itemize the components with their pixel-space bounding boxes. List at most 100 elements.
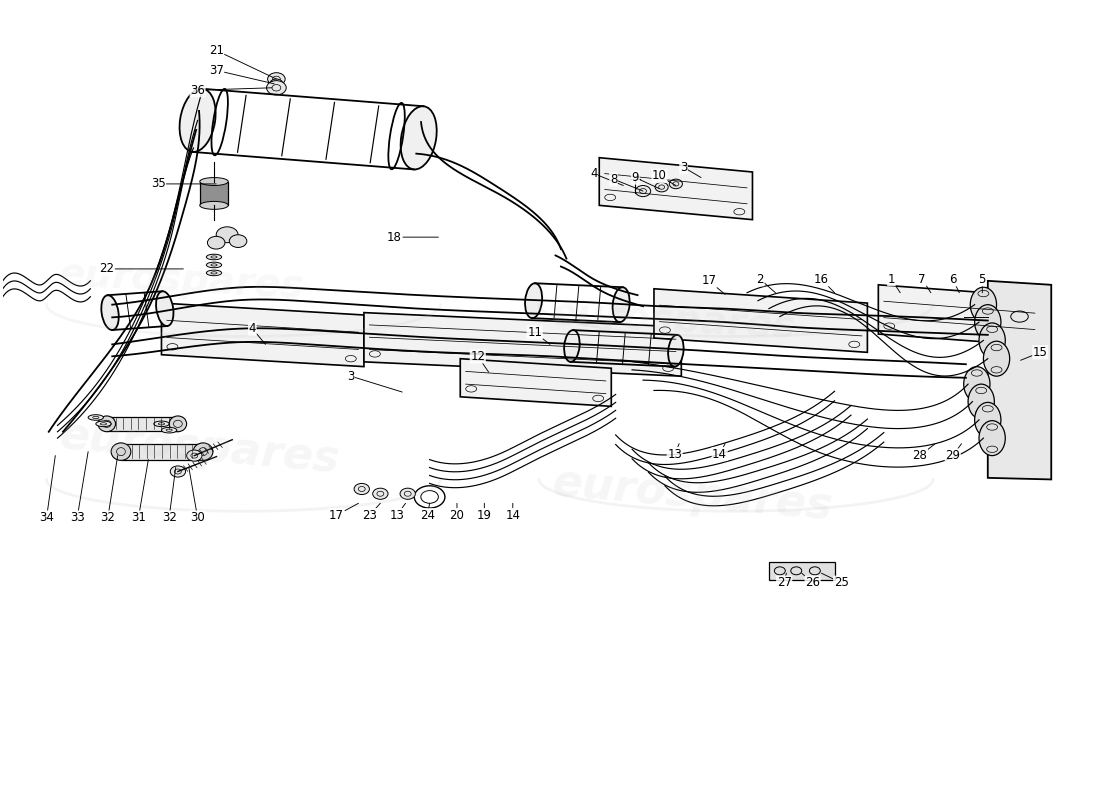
Ellipse shape <box>169 416 187 432</box>
Circle shape <box>270 79 283 89</box>
Text: 9: 9 <box>631 171 659 189</box>
Ellipse shape <box>400 106 437 170</box>
Ellipse shape <box>964 366 990 402</box>
Ellipse shape <box>96 421 111 426</box>
Text: 25: 25 <box>822 573 848 590</box>
Ellipse shape <box>207 254 222 260</box>
Ellipse shape <box>162 427 177 433</box>
Text: 26: 26 <box>802 573 821 590</box>
Text: 37: 37 <box>209 64 274 84</box>
Text: 8: 8 <box>609 173 644 191</box>
Circle shape <box>636 186 651 197</box>
Ellipse shape <box>613 287 629 322</box>
Text: eurospares: eurospares <box>550 295 798 346</box>
Text: 17: 17 <box>329 503 359 522</box>
Text: 19: 19 <box>476 503 492 522</box>
Text: eurospares: eurospares <box>550 462 834 529</box>
Text: 7: 7 <box>918 273 931 293</box>
Text: 36: 36 <box>190 84 272 97</box>
Ellipse shape <box>207 262 222 268</box>
Text: 13: 13 <box>668 444 682 461</box>
Circle shape <box>354 483 370 494</box>
Bar <box>200 182 228 206</box>
Ellipse shape <box>111 443 131 460</box>
Circle shape <box>656 182 668 192</box>
Bar <box>769 562 835 579</box>
Text: 16: 16 <box>814 273 835 293</box>
Text: 21: 21 <box>209 44 276 79</box>
Polygon shape <box>364 313 681 376</box>
Polygon shape <box>460 358 612 406</box>
Text: 28: 28 <box>913 444 935 462</box>
Polygon shape <box>878 285 1041 346</box>
Bar <box>107 417 178 431</box>
Text: 14: 14 <box>505 503 520 522</box>
Text: eurospares: eurospares <box>57 255 305 306</box>
Ellipse shape <box>229 234 246 247</box>
Bar <box>121 444 204 459</box>
Ellipse shape <box>156 291 174 326</box>
Ellipse shape <box>564 330 580 362</box>
Text: 3: 3 <box>348 370 403 392</box>
Text: 3: 3 <box>680 161 701 178</box>
Ellipse shape <box>975 305 1001 340</box>
Ellipse shape <box>525 283 542 318</box>
Text: 30: 30 <box>189 467 205 524</box>
Circle shape <box>187 450 202 461</box>
Ellipse shape <box>98 416 116 432</box>
Text: 2: 2 <box>757 273 776 293</box>
Circle shape <box>266 81 286 95</box>
Ellipse shape <box>979 323 1005 358</box>
Text: 32: 32 <box>100 456 118 524</box>
Text: 11: 11 <box>527 326 550 344</box>
Ellipse shape <box>154 421 169 426</box>
Ellipse shape <box>975 402 1001 438</box>
Ellipse shape <box>207 270 222 276</box>
Circle shape <box>267 73 285 86</box>
Ellipse shape <box>101 295 119 330</box>
Text: 15: 15 <box>1021 346 1047 360</box>
Circle shape <box>373 488 388 499</box>
Text: 4: 4 <box>590 167 624 186</box>
Ellipse shape <box>200 178 228 186</box>
Text: 29: 29 <box>945 444 961 462</box>
Text: 6: 6 <box>949 273 959 293</box>
Text: eurospares: eurospares <box>57 414 342 482</box>
Text: 1: 1 <box>888 273 900 293</box>
Text: 18: 18 <box>387 230 439 244</box>
Text: 10: 10 <box>652 170 675 186</box>
Text: 13: 13 <box>389 503 406 522</box>
Ellipse shape <box>979 421 1005 456</box>
Text: 34: 34 <box>40 456 55 524</box>
Polygon shape <box>654 289 868 352</box>
Text: 4: 4 <box>249 322 265 344</box>
Circle shape <box>400 488 416 499</box>
Polygon shape <box>600 158 752 220</box>
Text: 20: 20 <box>450 503 464 522</box>
Ellipse shape <box>970 287 997 322</box>
Ellipse shape <box>194 443 213 460</box>
Text: 14: 14 <box>712 444 727 461</box>
Text: 32: 32 <box>162 467 177 524</box>
Text: 12: 12 <box>471 350 488 372</box>
Ellipse shape <box>668 335 683 366</box>
Circle shape <box>170 466 186 477</box>
Ellipse shape <box>179 89 216 152</box>
Polygon shape <box>162 303 364 366</box>
Ellipse shape <box>968 384 994 419</box>
Text: 24: 24 <box>420 503 434 522</box>
Circle shape <box>669 179 682 189</box>
Text: 5: 5 <box>979 273 986 293</box>
Text: 33: 33 <box>69 452 88 524</box>
Text: 22: 22 <box>99 262 184 275</box>
Ellipse shape <box>200 202 228 210</box>
Ellipse shape <box>208 236 226 249</box>
Text: 35: 35 <box>151 178 217 190</box>
Ellipse shape <box>88 414 103 420</box>
Polygon shape <box>988 281 1052 479</box>
Text: 31: 31 <box>131 459 149 524</box>
Text: 27: 27 <box>777 573 792 590</box>
Ellipse shape <box>217 227 238 242</box>
Text: 17: 17 <box>701 274 725 294</box>
Ellipse shape <box>983 342 1010 376</box>
